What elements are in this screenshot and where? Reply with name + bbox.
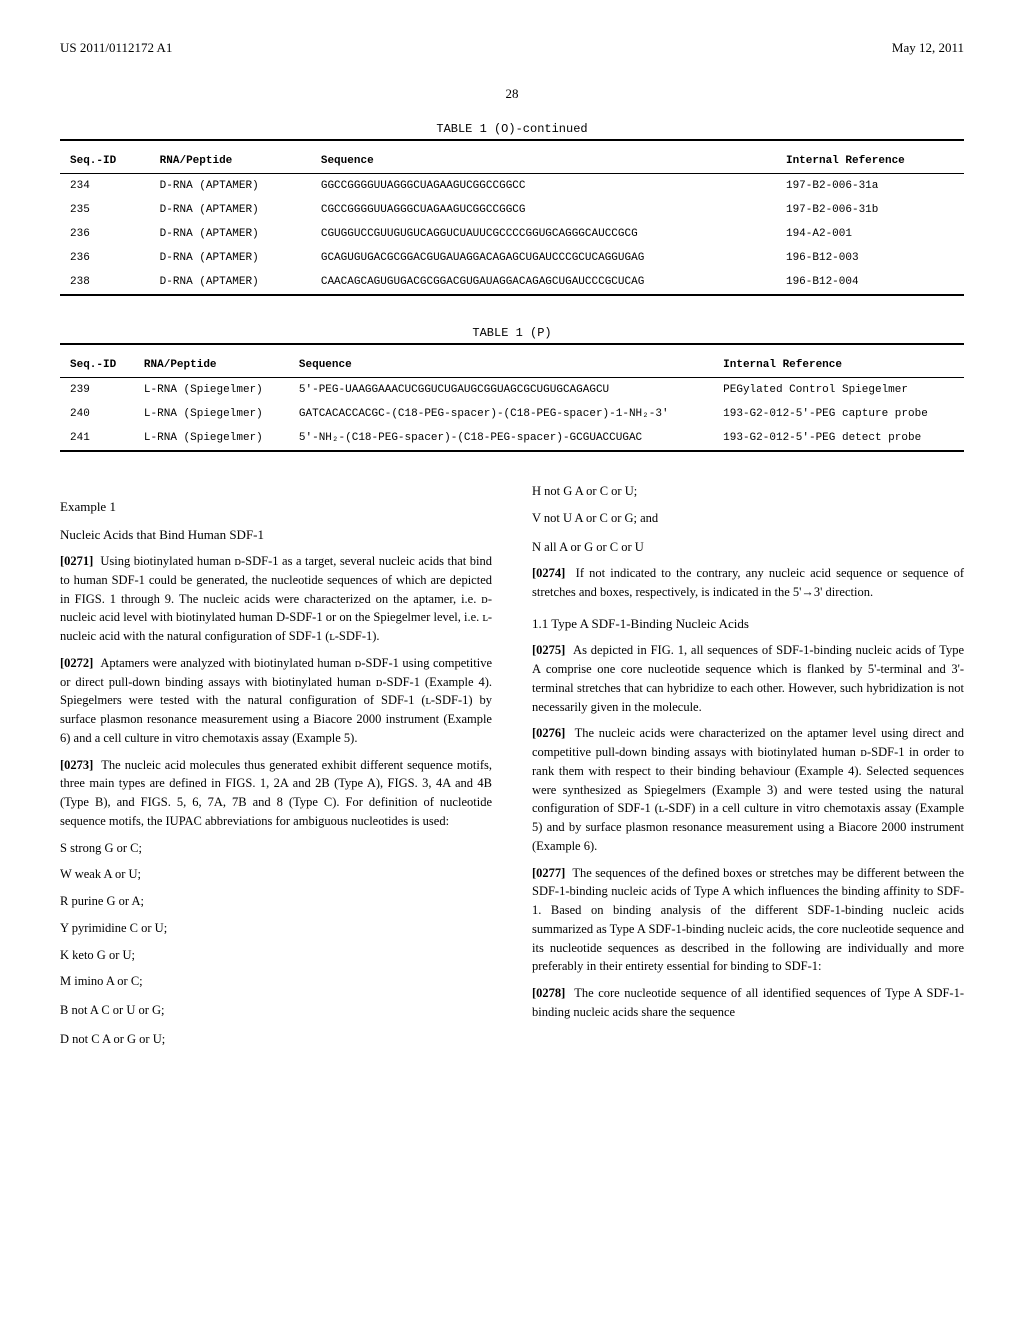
paragraph-0277: [0277] The sequences of the defined boxe… [532,864,964,977]
page-number: 28 [60,86,964,102]
table-row: 238D-RNA (APTAMER)CAACAGCAGUGUGACGCGGACG… [60,270,964,295]
iupac-w: W weak A or U; [60,865,492,884]
iupac-h: H not G A or C or U; [532,482,964,501]
table-o-caption: TABLE 1 (O)-continued [60,122,964,141]
body-text: Example 1 Nucleic Acids that Bind Human … [60,482,964,1049]
iupac-d: D not C A or G or U; [60,1030,492,1049]
header-right: May 12, 2011 [892,40,964,56]
table-o-table: Seq.-ID RNA/Peptide Sequence Internal Re… [60,149,964,296]
table-o-col-ref: Internal Reference [776,149,964,174]
table-p-col-seqid: Seq.-ID [60,353,134,378]
iupac-s: S strong G or C; [60,839,492,858]
table-o-col-seq: Sequence [311,149,776,174]
paragraph-0278: [0278] The core nucleotide sequence of a… [532,984,964,1022]
table-o-col-seqid: Seq.-ID [60,149,150,174]
paragraph-0276: [0276] The nucleic acids were characteri… [532,724,964,855]
table-p-col-seq: Sequence [289,353,713,378]
table-p-col-ref: Internal Reference [713,353,964,378]
table-row: 241L-RNA (Spiegelmer)5'-NH₂-(C18-PEG-spa… [60,426,964,451]
table-row: 240L-RNA (Spiegelmer)GATCACACCACGC-(C18-… [60,402,964,426]
header-left: US 2011/0112172 A1 [60,40,172,56]
table-row: 236D-RNA (APTAMER)GCAGUGUGACGCGGACGUGAUA… [60,246,964,270]
table-o: TABLE 1 (O)-continued Seq.-ID RNA/Peptid… [60,122,964,296]
example-number: Example 1 [60,497,492,517]
paragraph-0272: [0272] Aptamers were analyzed with bioti… [60,654,492,748]
table-row: 236D-RNA (APTAMER)CGUGGUCCGUUGUGUCAGGUCU… [60,222,964,246]
iupac-n: N all A or G or C or U [532,538,964,557]
table-p: TABLE 1 (P) Seq.-ID RNA/Peptide Sequence… [60,326,964,452]
page-header: US 2011/0112172 A1 May 12, 2011 [60,40,964,56]
paragraph-0274: [0274] If not indicated to the contrary,… [532,564,964,602]
paragraph-0271: [0271] Using biotinylated human ᴅ-SDF-1 … [60,552,492,646]
iupac-k: K keto G or U; [60,946,492,965]
table-row: 234D-RNA (APTAMER)GGCCGGGGUUAGGGCUAGAAGU… [60,174,964,199]
table-o-col-rna: RNA/Peptide [150,149,311,174]
iupac-b: B not A C or U or G; [60,1001,492,1020]
section-1-1: 1.1 Type A SDF-1-Binding Nucleic Acids [532,614,964,634]
paragraph-0275: [0275] As depicted in FIG. 1, all sequen… [532,641,964,716]
table-row: 239L-RNA (Spiegelmer)5'-PEG-UAAGGAAACUCG… [60,378,964,403]
table-p-col-rna: RNA/Peptide [134,353,289,378]
table-p-table: Seq.-ID RNA/Peptide Sequence Internal Re… [60,353,964,452]
iupac-v: V not U A or C or G; and [532,509,964,528]
table-row: 235D-RNA (APTAMER)CGCCGGGGUUAGGGCUAGAAGU… [60,198,964,222]
example-title: Nucleic Acids that Bind Human SDF-1 [60,525,492,545]
iupac-y: Y pyrimidine C or U; [60,919,492,938]
iupac-r: R purine G or A; [60,892,492,911]
iupac-m: M imino A or C; [60,972,492,991]
table-p-caption: TABLE 1 (P) [60,326,964,345]
paragraph-0273: [0273] The nucleic acid molecules thus g… [60,756,492,831]
